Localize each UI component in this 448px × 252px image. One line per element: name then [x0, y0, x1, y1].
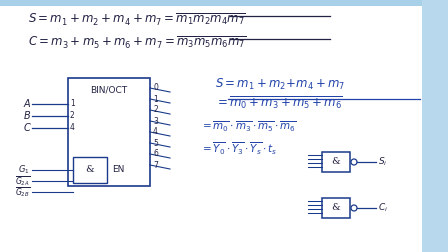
Text: $\overline{G_{2A}}$: $\overline{G_{2A}}$: [15, 174, 30, 188]
Bar: [322, 152, 350, 172]
Bar: [68, 78, 150, 186]
Text: 1: 1: [153, 94, 158, 104]
Text: &: &: [86, 166, 95, 174]
Text: B: B: [23, 111, 30, 121]
Text: C: C: [23, 123, 30, 133]
Text: $G_1$: $G_1$: [18, 164, 30, 176]
Text: 4: 4: [70, 123, 75, 133]
Text: $= \overline{Y_0} \cdot \overline{Y_3} \cdot \overline{Y_s} \cdot t_s$: $= \overline{Y_0} \cdot \overline{Y_3} \…: [200, 140, 277, 157]
Text: 0: 0: [153, 83, 158, 92]
Text: 6: 6: [153, 149, 158, 159]
Text: 2: 2: [70, 111, 75, 120]
Text: $S = m_1 + m_2 \!+\! m_4 + m_7$: $S = m_1 + m_2 \!+\! m_4 + m_7$: [215, 77, 345, 92]
Bar: [0, 0, 448, 6]
Text: $= \overline{m_0 + m_3 + m_5 + m_6}$: $= \overline{m_0 + m_3 + m_5 + m_6}$: [215, 94, 343, 111]
Bar: [322, 198, 350, 218]
Text: $= \overline{m_0} \cdot \overline{m_3} \cdot \overline{m_5} \cdot \overline{m_6}: $= \overline{m_0} \cdot \overline{m_3} \…: [200, 119, 297, 134]
Text: $S_i$: $S_i$: [378, 156, 388, 168]
Text: 3: 3: [153, 116, 158, 125]
Text: 5: 5: [153, 139, 158, 147]
Text: BIN/OCT: BIN/OCT: [90, 85, 128, 94]
Text: EN: EN: [112, 166, 125, 174]
Text: $S = m_1 + m_2 + m_4 + m_7 = \overline{m_1}\overline{m_2}\overline{m_4}\overline: $S = m_1 + m_2 + m_4 + m_7 = \overline{m…: [28, 12, 246, 28]
Text: A: A: [23, 99, 30, 109]
Circle shape: [351, 159, 357, 165]
Text: 1: 1: [70, 100, 75, 109]
Circle shape: [351, 205, 357, 211]
Bar: [422, 0, 448, 252]
Text: $\overline{G_{2B}}$: $\overline{G_{2B}}$: [15, 185, 30, 199]
Text: 2: 2: [153, 106, 158, 114]
Text: &: &: [332, 158, 340, 167]
Text: 7: 7: [153, 161, 158, 170]
Bar: [73, 157, 107, 183]
Text: $C = m_3 + m_5 + m_6 + m_7 = \overline{m_3}\overline{m_5}\overline{m_6}\overline: $C = m_3 + m_5 + m_6 + m_7 = \overline{m…: [28, 35, 246, 51]
Text: $C_i$: $C_i$: [378, 202, 388, 214]
Text: 4: 4: [153, 128, 158, 137]
Text: &: &: [332, 204, 340, 212]
